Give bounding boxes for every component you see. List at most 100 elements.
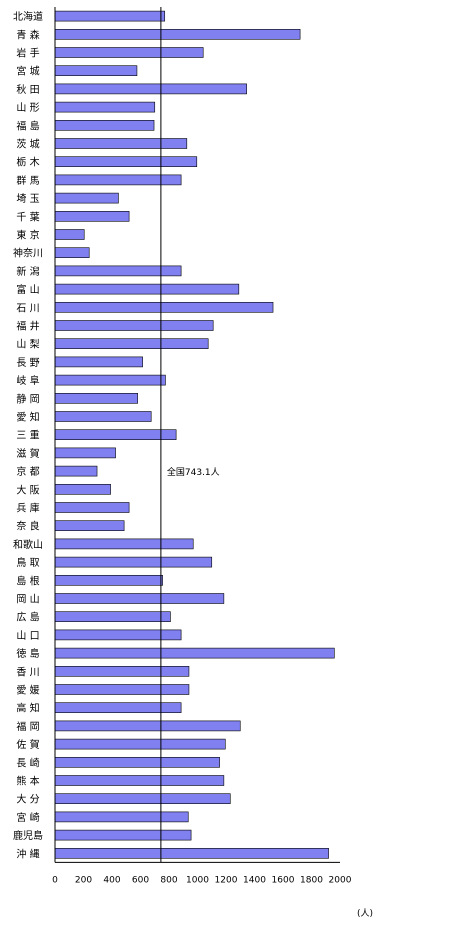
x-tick-label: 1400 bbox=[243, 875, 266, 885]
bar bbox=[54, 192, 119, 204]
bars-group bbox=[54, 10, 335, 859]
bar bbox=[54, 265, 182, 277]
bar bbox=[54, 229, 85, 240]
category-label: 東 京 bbox=[16, 229, 39, 242]
bar bbox=[54, 101, 156, 113]
bar bbox=[54, 320, 214, 331]
category-label: 鹿児島 bbox=[13, 829, 43, 842]
category-label: 熊 本 bbox=[16, 775, 39, 788]
category-label: 長 野 bbox=[16, 357, 39, 369]
bar bbox=[54, 411, 152, 422]
bar bbox=[54, 574, 163, 586]
bar bbox=[54, 593, 225, 604]
bar bbox=[54, 211, 130, 222]
bar bbox=[54, 556, 213, 568]
category-label: 宮 崎 bbox=[16, 811, 39, 824]
bar bbox=[54, 684, 190, 695]
category-label: 北海道 bbox=[13, 10, 43, 23]
bar bbox=[54, 465, 98, 477]
bar bbox=[54, 83, 247, 95]
bar bbox=[54, 647, 335, 659]
x-tick-label: 1200 bbox=[215, 875, 238, 885]
x-tick-label: 1800 bbox=[300, 875, 323, 885]
category-label: 島 根 bbox=[16, 574, 39, 587]
x-tick-label: 200 bbox=[75, 875, 92, 885]
category-label: 愛 媛 bbox=[16, 684, 39, 697]
bar bbox=[54, 520, 125, 532]
bar bbox=[54, 65, 138, 76]
category-label: 神奈川 bbox=[13, 247, 43, 260]
bar bbox=[54, 502, 130, 513]
bar bbox=[54, 829, 192, 841]
category-label: 新 潟 bbox=[16, 265, 39, 278]
category-label: 滋 賀 bbox=[16, 447, 39, 460]
bar bbox=[54, 629, 182, 641]
category-label: 奈 良 bbox=[16, 520, 39, 533]
x-tick-label: 1000 bbox=[186, 875, 209, 885]
category-label: 茨 城 bbox=[16, 138, 39, 151]
bar bbox=[54, 174, 182, 186]
category-label: 宮 城 bbox=[16, 65, 39, 78]
category-label: 徳 島 bbox=[16, 647, 39, 660]
bar bbox=[54, 775, 225, 786]
category-label: 鳥 取 bbox=[16, 556, 39, 569]
category-label: 栃 木 bbox=[16, 156, 39, 169]
category-label: 福 井 bbox=[16, 320, 39, 333]
category-label: 石 川 bbox=[16, 303, 39, 314]
bar bbox=[54, 538, 194, 550]
bar bbox=[54, 756, 220, 768]
bar bbox=[54, 811, 189, 823]
x-tick-labels: 0 200 400 600 800 1000 1200 1400 1600 1800 2000 bbox=[52, 875, 352, 885]
category-label: 群 馬 bbox=[16, 174, 39, 187]
bar bbox=[54, 356, 143, 368]
bar bbox=[54, 138, 188, 149]
bar bbox=[54, 283, 240, 295]
category-label: 山 口 bbox=[16, 630, 39, 642]
national-average-label: 全国743.1人 bbox=[167, 466, 220, 478]
category-label: 佐 賀 bbox=[16, 739, 39, 751]
category-label: 岩 手 bbox=[16, 47, 39, 60]
bar bbox=[54, 301, 274, 313]
category-label: 京 都 bbox=[16, 465, 39, 478]
bar bbox=[54, 10, 166, 22]
category-label: 長 崎 bbox=[16, 756, 39, 769]
category-label: 福 岡 bbox=[16, 720, 39, 733]
category-label: 岡 山 bbox=[16, 594, 39, 606]
category-label: 福 島 bbox=[16, 119, 39, 132]
bar bbox=[54, 665, 190, 677]
category-label: 大 阪 bbox=[16, 483, 39, 496]
bar bbox=[54, 28, 301, 40]
bar bbox=[54, 392, 138, 404]
x-axis-unit: (人) bbox=[357, 908, 373, 919]
bar bbox=[54, 847, 329, 859]
category-label: 香 川 bbox=[16, 666, 39, 678]
bar bbox=[54, 247, 90, 258]
category-label: 山 形 bbox=[16, 102, 39, 114]
category-label: 山 梨 bbox=[16, 338, 39, 351]
category-label: 三 重 bbox=[16, 429, 39, 442]
bar bbox=[54, 720, 241, 732]
bar bbox=[54, 611, 171, 623]
category-label: 大 分 bbox=[16, 793, 39, 806]
x-tick-label: 2000 bbox=[329, 875, 352, 885]
bar bbox=[54, 429, 177, 441]
category-label: 兵 庫 bbox=[16, 502, 39, 515]
category-label: 高 知 bbox=[16, 702, 39, 715]
category-label: 千 葉 bbox=[16, 210, 39, 223]
category-label: 愛 知 bbox=[16, 411, 39, 424]
category-label: 青 森 bbox=[16, 28, 39, 41]
bar bbox=[54, 738, 226, 750]
bar bbox=[54, 156, 198, 167]
bar bbox=[54, 793, 231, 805]
bar bbox=[54, 338, 209, 350]
category-label: 埼 玉 bbox=[16, 192, 39, 205]
x-tick-label: 800 bbox=[160, 875, 177, 885]
category-label: 富 山 bbox=[16, 283, 39, 296]
x-tick-label: 400 bbox=[103, 875, 120, 885]
category-label: 静 岡 bbox=[16, 392, 39, 405]
x-tick-label: 600 bbox=[132, 875, 149, 885]
bar bbox=[54, 374, 166, 386]
category-label: 広 島 bbox=[16, 611, 39, 624]
